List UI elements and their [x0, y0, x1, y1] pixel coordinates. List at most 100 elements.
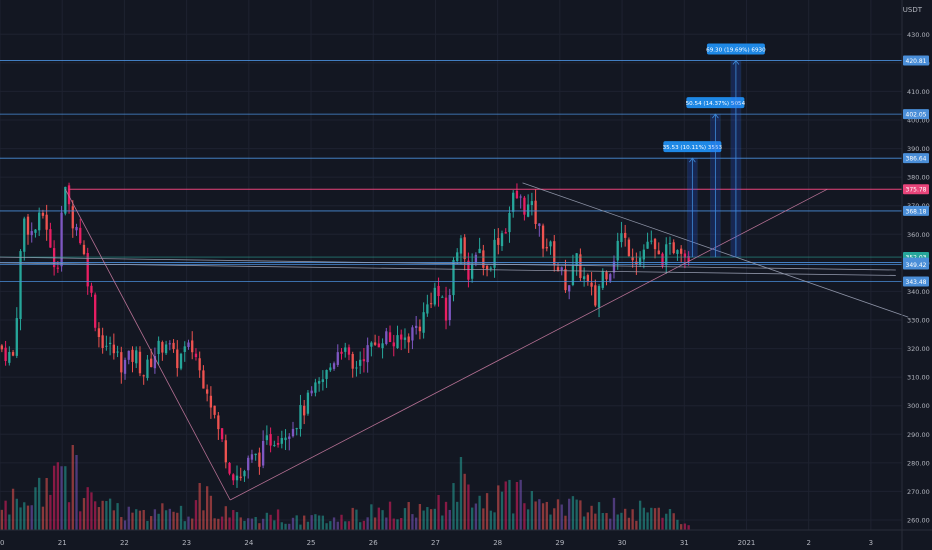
candle-body	[179, 353, 183, 369]
price-axis[interactable]: USDT 260.00 270.00 280.00 290.00 300.00 310.0…	[901, 0, 930, 550]
volume-bar	[448, 509, 451, 530]
volume-bar	[202, 510, 205, 530]
volume-bar	[601, 512, 604, 530]
candle-body	[653, 238, 657, 250]
volume-bar	[422, 510, 425, 530]
candle-body	[108, 342, 112, 345]
measure-label: 69.30 (19.69%) 6930	[706, 47, 766, 53]
volume-bar	[370, 504, 373, 530]
volume-bar	[228, 517, 231, 530]
trend-line	[64, 189, 231, 501]
candle-body	[672, 242, 675, 254]
candle-body	[541, 225, 545, 249]
candle-body	[489, 267, 492, 269]
candle-body	[202, 370, 205, 389]
volume-bar	[116, 503, 119, 530]
y-tick-label: 300.00	[907, 402, 930, 410]
volume-bar	[153, 509, 157, 530]
candle-body	[616, 240, 619, 261]
candle-body	[429, 303, 433, 305]
candle-body	[23, 218, 26, 252]
candle-body	[131, 349, 134, 362]
candle-body	[123, 359, 127, 374]
volume-bar	[15, 498, 18, 530]
volume-bar	[265, 512, 269, 530]
price-level-badge	[903, 276, 929, 287]
candle-body	[273, 445, 276, 447]
volume-bar	[150, 516, 153, 530]
volume-bar	[646, 512, 649, 530]
candle-body	[247, 457, 250, 471]
candle-body	[680, 248, 683, 254]
volume-bar	[329, 521, 332, 530]
candle-body	[269, 434, 272, 446]
price-level-label: 349.42	[906, 262, 927, 269]
volume-bar	[470, 507, 474, 530]
x-tick-label: 3	[869, 539, 873, 547]
volume-bar	[355, 509, 358, 530]
candle-body	[164, 344, 168, 354]
volume-bar	[71, 445, 74, 530]
candle-body	[101, 335, 104, 348]
measure-label-box	[686, 97, 745, 109]
volume-bar	[276, 509, 280, 530]
volume-bar	[120, 517, 123, 530]
candle-body	[194, 353, 198, 358]
candle-body	[418, 326, 422, 332]
volume-bar	[564, 515, 567, 530]
volume-bar	[500, 491, 504, 530]
volume-bar	[504, 481, 507, 530]
candle-body	[295, 428, 298, 430]
measure-label: 50.54 (14.37%) 5054	[686, 101, 746, 107]
candle-body	[217, 415, 220, 430]
volume-bar	[549, 514, 552, 530]
volume-bar	[523, 503, 526, 530]
volume-bar	[295, 515, 298, 530]
candle-body	[512, 192, 515, 212]
candle-body	[235, 475, 239, 481]
candle-body	[150, 358, 153, 368]
volume-bar	[497, 485, 500, 530]
drawings[interactable]: 35.53 (10.11%) 3553 50.54 (14.37%) 5054 69…	[0, 43, 909, 501]
candle-body	[556, 267, 560, 272]
candle-body	[161, 342, 164, 353]
measure-label: 35.53 (10.11%) 3553	[663, 145, 723, 151]
x-tick-label: 28	[493, 539, 502, 547]
volume-bar	[340, 514, 343, 530]
volume-bar	[377, 507, 380, 530]
candle-body	[366, 345, 369, 363]
volume-bar	[493, 512, 496, 530]
measure-arrowhead	[732, 59, 740, 65]
candle-body	[265, 435, 269, 441]
volume-bar	[556, 499, 560, 530]
time-axis[interactable]: 202122232425262728293031202123	[0, 529, 932, 547]
candle-body	[463, 237, 466, 260]
candle-body	[422, 312, 425, 333]
candle-body	[534, 200, 537, 225]
volume-bar	[11, 488, 15, 530]
volume-bar	[336, 521, 339, 530]
candle-body	[568, 285, 571, 292]
volume-bar	[94, 501, 97, 530]
candle-body	[452, 259, 455, 296]
y-tick-label: 380.00	[907, 174, 930, 182]
candle-body	[280, 437, 283, 444]
candle-body	[97, 328, 101, 338]
candle-body	[683, 253, 687, 258]
volume-bar	[284, 523, 287, 530]
candle-body	[373, 342, 377, 345]
volume-bar	[67, 502, 71, 530]
volume-bar	[668, 509, 672, 530]
volume-bar	[665, 513, 668, 530]
candle-body	[362, 359, 366, 362]
candle-body	[355, 367, 358, 369]
volume-bar	[314, 514, 317, 530]
volume-bar	[56, 462, 60, 530]
volume-bar	[217, 518, 220, 530]
volume-bar	[261, 518, 265, 530]
candle-body	[642, 249, 645, 260]
volume-bar	[235, 512, 239, 530]
candle-body	[571, 265, 575, 285]
candle-body	[597, 286, 601, 308]
